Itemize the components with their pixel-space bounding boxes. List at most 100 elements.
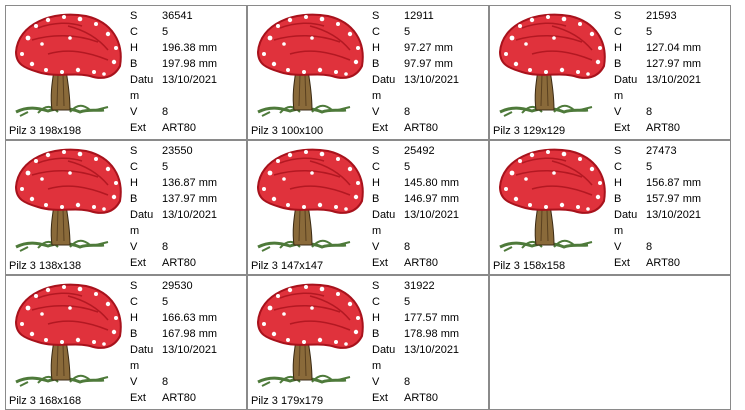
stitches-label: S <box>372 10 380 22</box>
extension-label: Ext <box>372 257 388 269</box>
design-cell[interactable]: Pilz 3 198x198 S 36541 C 5 H 196.38 mm B 197.98 … <box>5 5 247 140</box>
width-value: 157.97 mm <box>646 193 702 205</box>
design-name: Pilz 3 158x158 <box>493 260 566 272</box>
stitches-label: S <box>130 280 138 292</box>
version-label: V <box>372 106 380 118</box>
design-cell[interactable]: Pilz 3 179x179 S 31922 C 5 H 177.57 mm B 178.98 … <box>247 275 489 410</box>
date-row: Datum 13/10/2021 <box>372 207 488 237</box>
date-value: 13/10/2021 <box>646 209 702 221</box>
height-label: H <box>130 42 138 54</box>
height-value: 177.57 mm <box>404 312 460 324</box>
date-row: Datum 13/10/2021 <box>130 72 246 102</box>
date-row: Datum 13/10/2021 <box>130 342 246 372</box>
version-value: 8 <box>162 376 169 388</box>
design-cell[interactable]: Pilz 3 129x129 S 21593 C 5 H 127.04 mm B 127.97 … <box>489 5 731 140</box>
extension-label: Ext <box>372 392 388 404</box>
width-label: B <box>614 58 622 70</box>
design-cell[interactable]: Pilz 3 138x138 S 23550 C 5 H 136.87 mm B 137.97 … <box>5 140 247 275</box>
extension-row: Ext ART80 <box>130 120 246 136</box>
version-value: 8 <box>646 106 653 118</box>
version-value: 8 <box>162 106 169 118</box>
mushroom-thumbnail-icon <box>492 8 610 123</box>
mushroom-thumbnail-icon <box>250 8 368 123</box>
colors-label: C <box>614 161 622 173</box>
colors-value: 5 <box>646 26 653 38</box>
width-label: B <box>614 193 622 205</box>
stitches-label: S <box>614 10 622 22</box>
design-name: Pilz 3 138x138 <box>9 260 82 272</box>
stitches-label: S <box>372 280 380 292</box>
extension-row: Ext ART80 <box>614 120 730 136</box>
height-value: 136.87 mm <box>162 177 218 189</box>
design-cell[interactable]: Pilz 3 168x168 S 29530 C 5 H 166.63 mm B 167.98 … <box>5 275 247 410</box>
height-value: 156.87 mm <box>646 177 702 189</box>
width-label: B <box>130 193 138 205</box>
date-label: Datum <box>372 344 396 372</box>
width-value: 178.98 mm <box>404 328 460 340</box>
stitches-row: S 29530 <box>130 278 246 294</box>
height-value: 145.80 mm <box>404 177 460 189</box>
width-row: B 157.97 mm <box>614 191 730 207</box>
stitches-row: S 25492 <box>372 143 488 159</box>
mushroom-thumbnail-icon <box>8 8 126 123</box>
extension-value: ART80 <box>162 392 197 404</box>
height-label: H <box>614 177 622 189</box>
extension-label: Ext <box>130 122 146 134</box>
width-value: 167.98 mm <box>162 328 218 340</box>
stitches-value: 29530 <box>162 280 193 292</box>
date-value: 13/10/2021 <box>162 209 218 221</box>
date-label: Datum <box>130 209 154 237</box>
stitches-value: 27473 <box>646 145 677 157</box>
width-row: B 178.98 mm <box>372 326 488 342</box>
height-row: H 145.80 mm <box>372 175 488 191</box>
version-label: V <box>372 241 380 253</box>
version-value: 8 <box>404 376 411 388</box>
extension-value: ART80 <box>404 257 439 269</box>
width-row: B 127.97 mm <box>614 56 730 72</box>
extension-label: Ext <box>614 257 630 269</box>
date-label: Datum <box>614 209 638 237</box>
design-cell[interactable]: Pilz 3 158x158 S 27473 C 5 H 156.87 mm B 157.97 … <box>489 140 731 275</box>
version-label: V <box>614 106 622 118</box>
stitches-row: S 36541 <box>130 8 246 24</box>
width-label: B <box>372 58 380 70</box>
height-value: 166.63 mm <box>162 312 218 324</box>
design-name: Pilz 3 179x179 <box>251 395 324 407</box>
extension-label: Ext <box>130 257 146 269</box>
date-label: Datum <box>130 344 154 372</box>
stitches-value: 36541 <box>162 10 193 22</box>
stitches-row: S 21593 <box>614 8 730 24</box>
stitches-row: S 12911 <box>372 8 488 24</box>
stitches-row: S 31922 <box>372 278 488 294</box>
extension-label: Ext <box>614 122 630 134</box>
width-row: B 167.98 mm <box>130 326 246 342</box>
design-cell[interactable]: Pilz 3 100x100 S 12911 C 5 H 97.27 mm B 97.97 mm… <box>247 5 489 140</box>
design-cell[interactable]: Pilz 3 147x147 S 25492 C 5 H 145.80 mm B 146.97 … <box>247 140 489 275</box>
colors-value: 5 <box>162 296 169 308</box>
stitches-value: 25492 <box>404 145 435 157</box>
design-name: Pilz 3 147x147 <box>251 260 324 272</box>
height-label: H <box>130 177 138 189</box>
design-name: Pilz 3 129x129 <box>493 125 566 137</box>
stitches-value: 23550 <box>162 145 193 157</box>
design-name: Pilz 3 100x100 <box>251 125 324 137</box>
colors-label: C <box>372 296 380 308</box>
design-name: Pilz 3 168x168 <box>9 395 82 407</box>
colors-label: C <box>130 161 138 173</box>
extension-label: Ext <box>372 122 388 134</box>
width-row: B 137.97 mm <box>130 191 246 207</box>
colors-label: C <box>372 161 380 173</box>
width-value: 127.97 mm <box>646 58 702 70</box>
colors-value: 5 <box>646 161 653 173</box>
extension-row: Ext ART80 <box>372 390 488 406</box>
